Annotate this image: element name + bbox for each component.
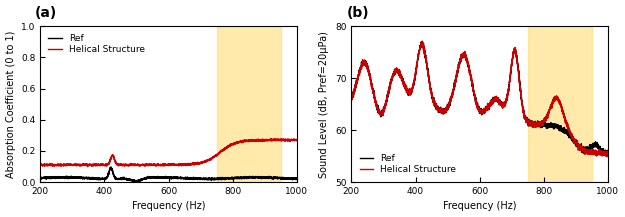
Text: (a): (a) xyxy=(35,6,58,20)
Ref xyxy=(604,151,612,154)
Helical Structure xyxy=(604,153,612,156)
Ref xyxy=(37,177,44,179)
Ref xyxy=(392,71,399,74)
Helical Structure xyxy=(377,113,384,116)
Ref xyxy=(377,115,384,118)
Helical Structure xyxy=(599,152,607,155)
Ref xyxy=(603,153,611,156)
Ref xyxy=(572,143,579,146)
Helical Structure xyxy=(293,138,301,141)
Ref xyxy=(135,179,142,182)
Text: (b): (b) xyxy=(346,6,369,20)
Helical Structure xyxy=(446,98,454,101)
Legend: Ref, Helical Structure: Ref, Helical Structure xyxy=(356,150,460,178)
Ref xyxy=(599,150,607,152)
Line: Helical Structure: Helical Structure xyxy=(351,41,608,157)
Helical Structure xyxy=(392,68,399,70)
X-axis label: Frequency (Hz): Frequency (Hz) xyxy=(443,201,516,211)
Helical Structure xyxy=(288,139,296,141)
Ref xyxy=(458,57,465,59)
Ref xyxy=(419,40,426,43)
Line: Ref: Ref xyxy=(351,41,608,155)
Ref xyxy=(66,176,73,179)
Ref xyxy=(81,177,89,179)
Bar xyxy=(217,26,281,182)
Ref xyxy=(107,166,114,168)
Ref xyxy=(293,177,301,180)
Helical Structure xyxy=(135,163,142,166)
Helical Structure xyxy=(66,163,73,166)
Helical Structure xyxy=(146,164,154,166)
Y-axis label: Sound Level (dB, Pref=20μPa): Sound Level (dB, Pref=20μPa) xyxy=(319,31,329,178)
Ref xyxy=(446,100,454,103)
Helical Structure xyxy=(37,163,44,166)
Line: Ref: Ref xyxy=(41,167,297,182)
Ref xyxy=(261,177,268,179)
Ref xyxy=(132,181,140,183)
Ref xyxy=(348,99,355,101)
Helical Structure xyxy=(348,98,355,100)
Ref xyxy=(288,178,296,181)
Line: Helical Structure: Helical Structure xyxy=(41,139,297,167)
Y-axis label: Absorption Coefficient (0 to 1): Absorption Coefficient (0 to 1) xyxy=(6,30,16,178)
Ref xyxy=(146,176,154,179)
Helical Structure xyxy=(458,53,465,56)
Helical Structure xyxy=(572,140,579,143)
Helical Structure xyxy=(419,40,426,43)
Helical Structure xyxy=(261,138,268,141)
Helical Structure xyxy=(84,165,91,168)
Helical Structure xyxy=(271,137,279,140)
Helical Structure xyxy=(81,163,89,165)
Helical Structure xyxy=(604,156,612,158)
Bar xyxy=(528,26,592,182)
Legend: Ref, Helical Structure: Ref, Helical Structure xyxy=(45,31,149,58)
X-axis label: Frequency (Hz): Frequency (Hz) xyxy=(132,201,206,211)
